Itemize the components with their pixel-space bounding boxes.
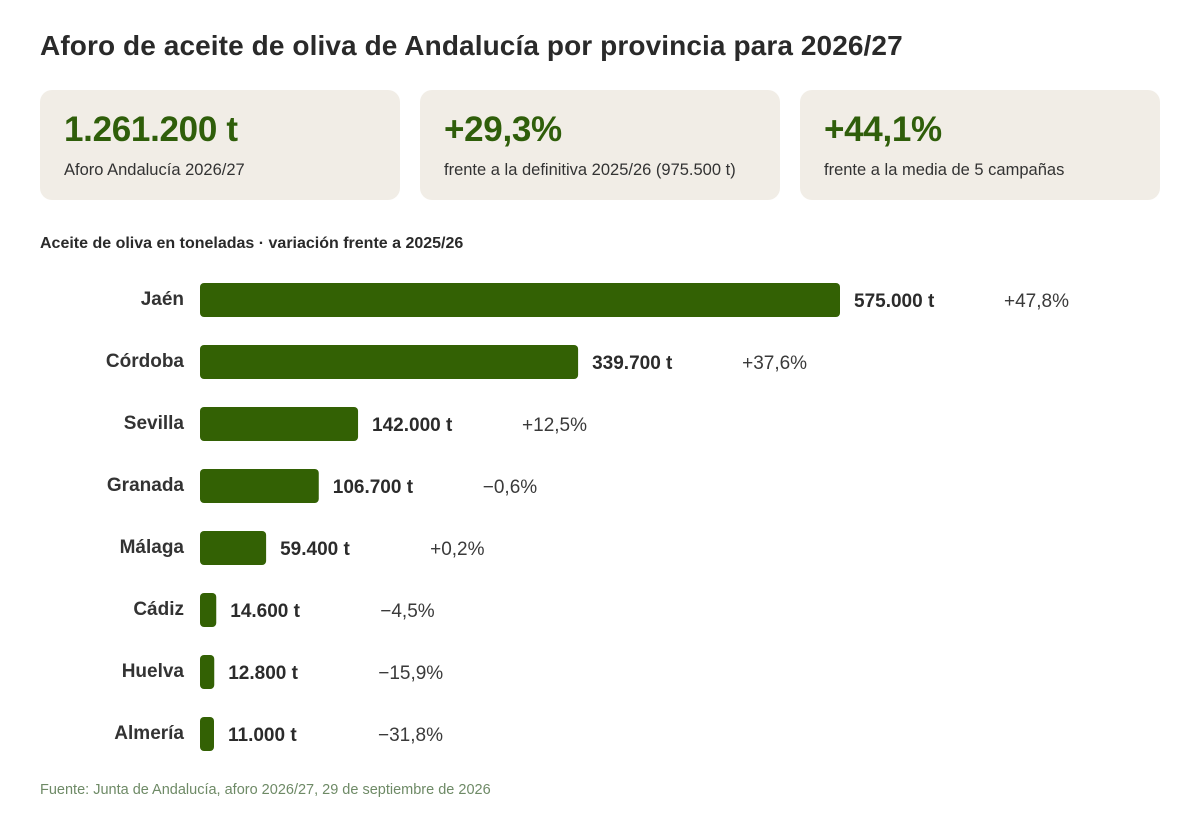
category-label: Jaén (141, 289, 184, 310)
kpi-label: frente a la media de 5 campañas (824, 161, 1065, 179)
value-label: 142.000 t (372, 415, 453, 436)
change-label: +37,6% (742, 353, 807, 374)
bar (200, 717, 214, 751)
kpi-value: 1.261.200 t (64, 110, 238, 149)
kpi-value: +29,3% (444, 110, 562, 149)
bar (200, 283, 840, 317)
value-label: 575.000 t (854, 291, 935, 312)
source-note: Fuente: Junta de Andalucía, aforo 2026/2… (40, 782, 491, 798)
category-label: Cádiz (133, 599, 184, 620)
change-label: −31,8% (378, 725, 443, 746)
change-label: +47,8% (1004, 291, 1069, 312)
kpi-card-vs-previous: +29,3% frente a la definitiva 2025/26 (9… (420, 90, 780, 200)
value-label: 339.700 t (592, 353, 673, 374)
bar (200, 469, 319, 503)
bar (200, 655, 215, 689)
value-label: 59.400 t (280, 539, 350, 560)
category-label: Málaga (120, 537, 185, 558)
value-label: 106.700 t (333, 477, 414, 498)
change-label: +12,5% (522, 415, 587, 436)
kpi-label: Aforo Andalucía 2026/27 (64, 161, 245, 179)
bar (200, 593, 217, 627)
category-label: Huelva (122, 661, 185, 682)
kpi-card-vs-average: +44,1% frente a la media de 5 campañas (800, 90, 1160, 200)
chart-title: Aforo de aceite de oliva de Andalucía po… (40, 30, 903, 61)
value-label: 14.600 t (230, 601, 300, 622)
chart-subtitle: Aceite de oliva en toneladas · variación… (40, 235, 464, 252)
kpi-card-total: 1.261.200 t Aforo Andalucía 2026/27 (40, 90, 400, 200)
kpi-label: frente a la definitiva 2025/26 (975.500 … (444, 161, 736, 179)
category-label: Córdoba (106, 351, 185, 372)
kpi-row: 1.261.200 t Aforo Andalucía 2026/27 +29,… (40, 90, 1160, 200)
value-label: 11.000 t (228, 725, 297, 746)
bar (200, 345, 579, 379)
category-label: Sevilla (124, 413, 185, 434)
kpi-value: +44,1% (824, 110, 942, 149)
bar (200, 407, 359, 441)
category-label: Granada (107, 475, 185, 496)
change-label: −0,6% (483, 477, 538, 498)
category-label: Almería (114, 723, 184, 744)
change-label: −4,5% (380, 601, 435, 622)
change-label: −15,9% (378, 663, 443, 684)
bar (200, 531, 267, 565)
value-label: 12.800 t (228, 663, 298, 684)
change-label: +0,2% (430, 539, 485, 560)
